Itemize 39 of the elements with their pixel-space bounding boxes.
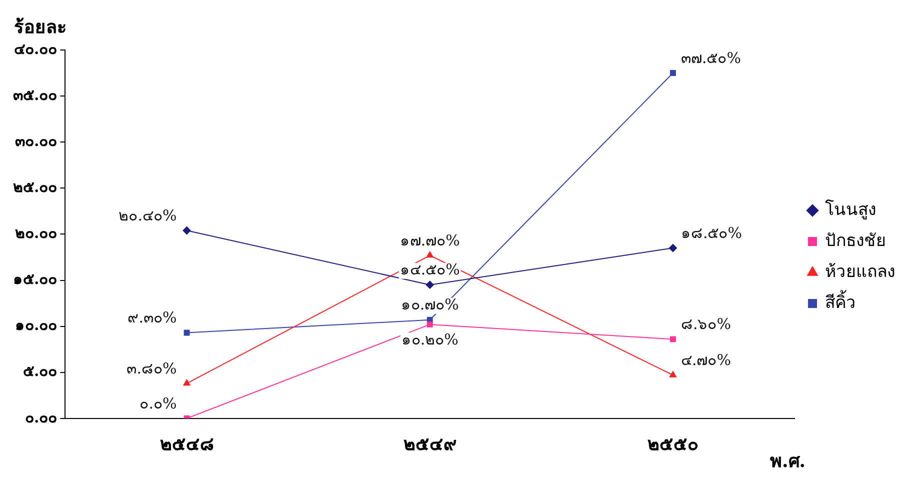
y-tick-label: ๑๕.๐๐ bbox=[12, 270, 58, 288]
point bbox=[426, 321, 433, 328]
data-label: ๓.๘๐% bbox=[126, 359, 177, 378]
y-tick-label: ๔๐.๐๐ bbox=[14, 40, 58, 58]
y-tick-label: ๕.๐๐ bbox=[22, 362, 58, 380]
y-tick-label: ๑๐.๐๐ bbox=[14, 316, 58, 334]
legend-label: สีคิ้ว bbox=[825, 290, 856, 313]
legend-label: โนนสูง bbox=[825, 198, 876, 220]
data-label: ๑๘.๕๐% bbox=[680, 224, 742, 242]
legend-label: ห้วยแถลง bbox=[825, 262, 895, 282]
point bbox=[670, 70, 676, 76]
data-label: ๑๐.๒๐% bbox=[401, 330, 458, 348]
y-tick-label: ๓๕.๐๐ bbox=[12, 86, 58, 104]
y-tick-label: ๒๕.๐๐ bbox=[12, 178, 58, 196]
point bbox=[668, 244, 677, 252]
y-tick-label: ๒๐.๐๐ bbox=[14, 224, 58, 242]
data-label: ๐.๐% bbox=[140, 394, 177, 412]
data-label: ๑๐.๗๐% bbox=[400, 296, 459, 314]
point bbox=[670, 336, 676, 342]
y-axis-title: ร้อยละ bbox=[14, 16, 67, 40]
data-label: ๓๗.๕๐% bbox=[680, 48, 741, 67]
x-tick-label: ๒๕๕๐ bbox=[647, 434, 698, 455]
x-axis-title: พ.ศ. bbox=[770, 450, 806, 474]
y-tick-label: ๓๐.๐๐ bbox=[14, 132, 58, 150]
data-label: ๙.๓๐% bbox=[128, 308, 177, 327]
x-tick-label: ๒๕๔๙ bbox=[403, 434, 456, 455]
data-label: ๑๔.๕๐% bbox=[400, 260, 460, 279]
y-tick-label: ๐.๐๐ bbox=[24, 408, 58, 426]
legend-label: ปักธงชัย bbox=[825, 230, 886, 251]
data-label: ๑๗.๗๐% bbox=[400, 231, 460, 250]
point bbox=[669, 371, 676, 378]
data-label: ๒๐.๔๐% bbox=[118, 206, 177, 224]
point bbox=[426, 251, 434, 258]
data-label: ๔.๗๐% bbox=[680, 351, 731, 370]
point bbox=[426, 280, 434, 289]
point bbox=[182, 226, 191, 235]
data-label: ๘.๖๐% bbox=[680, 315, 731, 334]
point bbox=[183, 379, 190, 386]
x-tick-label: ๒๕๔๘ bbox=[160, 434, 214, 455]
